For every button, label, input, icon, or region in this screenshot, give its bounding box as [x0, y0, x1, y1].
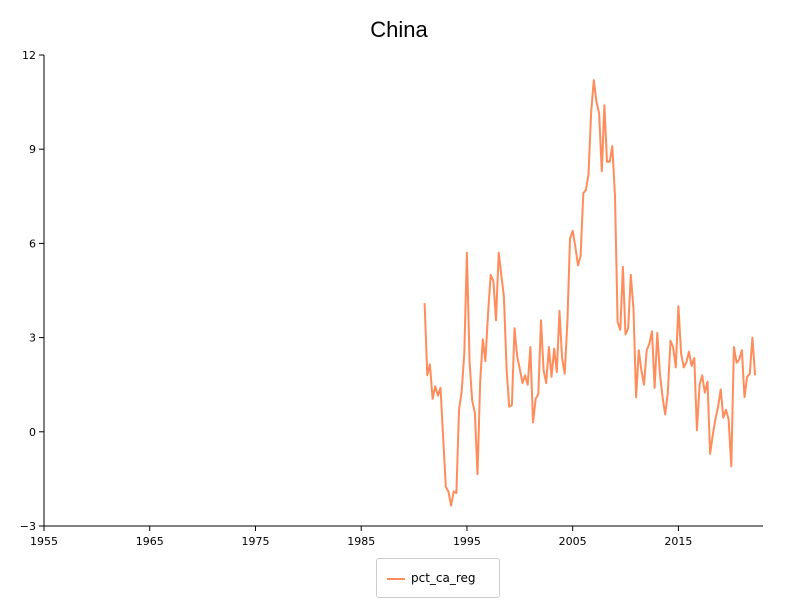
- legend: pct_ca_reg: [376, 558, 500, 598]
- x-tick-label: 1975: [241, 535, 269, 548]
- plot-area: [423, 79, 757, 507]
- chart-title: China: [370, 17, 428, 42]
- x-tick-label: 2005: [559, 535, 587, 548]
- x-tick-label: 1985: [347, 535, 375, 548]
- x-tick-label: 2015: [664, 535, 692, 548]
- y-tick-label: 12: [22, 49, 36, 62]
- series-line-pct-ca-reg: [423, 79, 757, 507]
- x-tick-label: 1955: [30, 535, 58, 548]
- x-tick-label: 1995: [453, 535, 481, 548]
- legend-swatch-pct-ca-reg: [387, 578, 405, 580]
- y-tick-label: 3: [29, 332, 36, 345]
- y-tick-label: 6: [29, 237, 36, 250]
- y-tick-label: 0: [29, 426, 36, 439]
- y-tick-label: 9: [29, 143, 36, 156]
- axes: 1955 1965 1975 1985 1995 2005 2015 12 9 6 3 0 −3: [20, 49, 763, 548]
- x-tick-label: 1965: [136, 535, 164, 548]
- legend-label-pct-ca-reg: pct_ca_reg: [411, 571, 476, 585]
- y-tick-label: −3: [20, 520, 36, 533]
